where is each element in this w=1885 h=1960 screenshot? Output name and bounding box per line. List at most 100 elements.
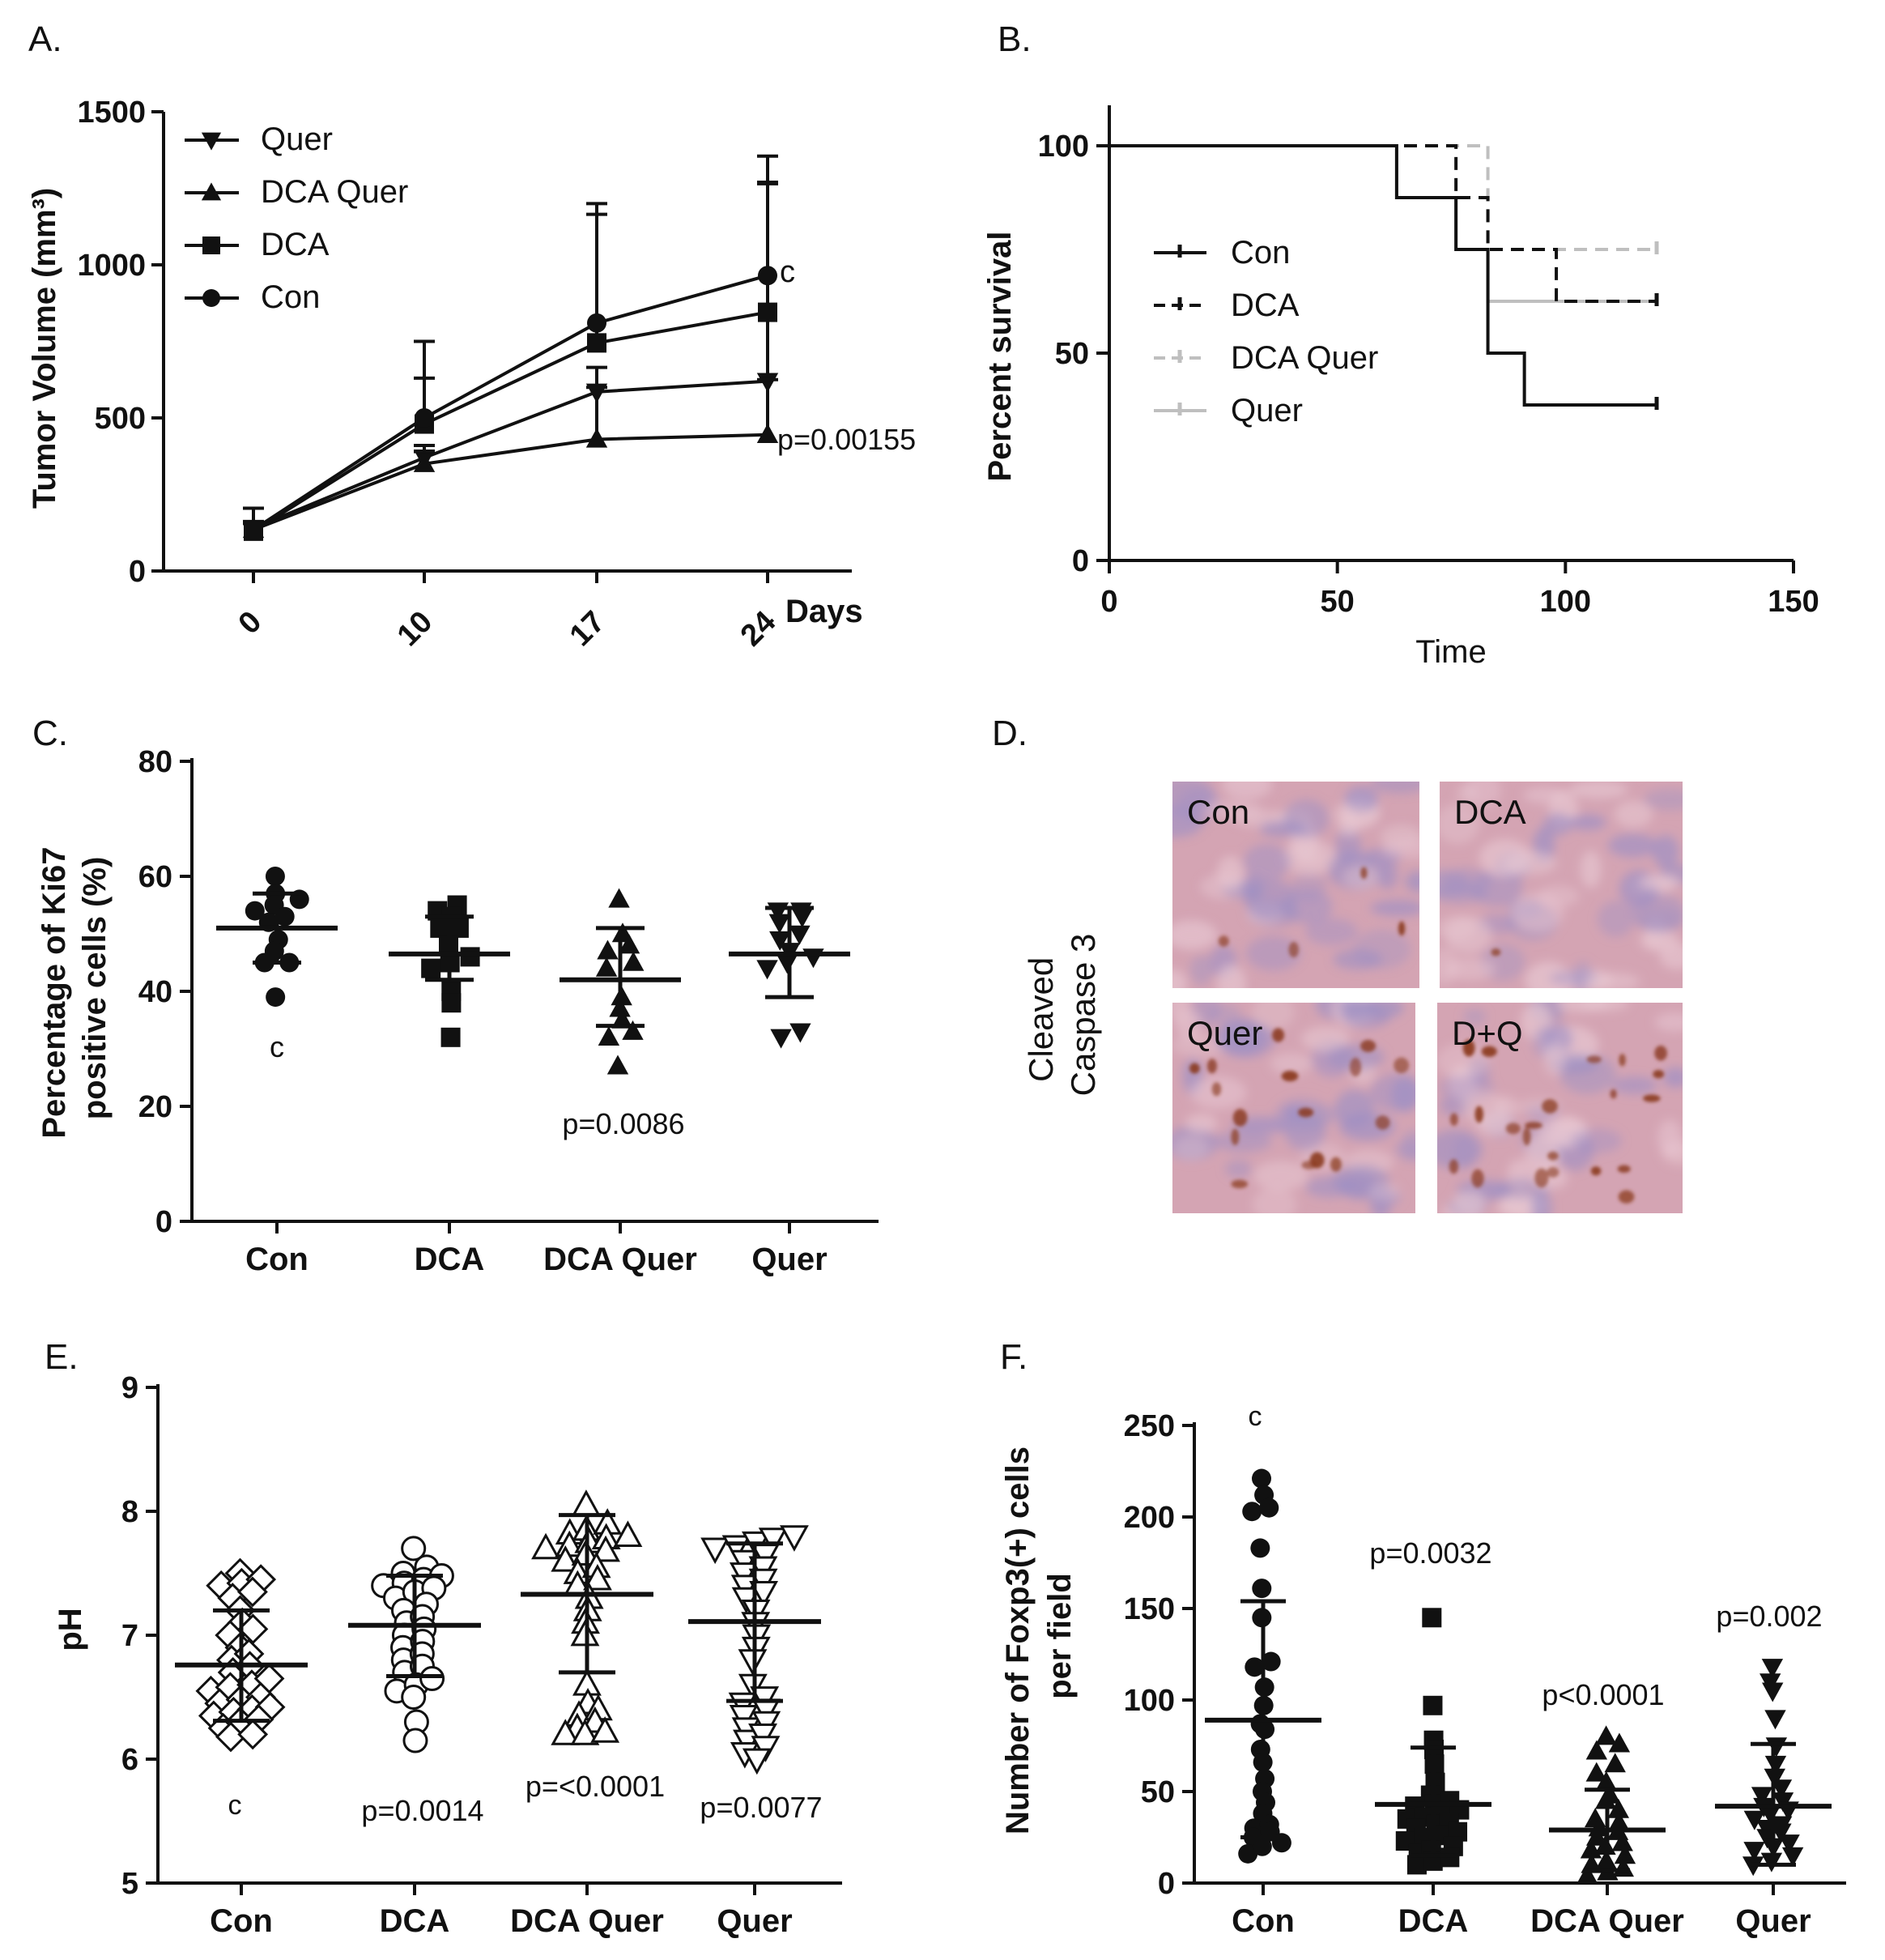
- chart-f-point-dca-quer: [1604, 1753, 1626, 1773]
- chart-a-ylabel: Tumor Volume (mm³): [27, 188, 62, 509]
- chart-c-point-dca-quer: [606, 1055, 629, 1075]
- chart-e-ytick-label: 7: [121, 1619, 138, 1653]
- chart-c-xtick-label: Quer: [751, 1242, 827, 1277]
- micrograph-stain: [1491, 948, 1501, 957]
- micrograph-stain-spot: [1231, 1179, 1249, 1189]
- micrograph-cell: [1215, 1018, 1266, 1057]
- chart-f-point-dca-quer: [1608, 1811, 1630, 1831]
- chart-a-legend-marker-quer: [201, 132, 222, 151]
- chart-c-annotation-c: c: [270, 1030, 284, 1063]
- chart-c-point-dca-quer: [618, 934, 640, 954]
- micrograph-stain-spot: [1375, 1115, 1390, 1130]
- chart-a-annotation-p: p=0.00155: [777, 423, 916, 456]
- chart-b-legend-con: Con: [1231, 235, 1290, 271]
- chart-f-point-dca-quer: [1595, 1770, 1617, 1791]
- micrograph-stain-spot: [1232, 1109, 1248, 1127]
- chart-c-point-dca: [440, 1027, 461, 1047]
- chart-f-point-con: [1252, 1836, 1272, 1856]
- chart-b-ylabel: Percent survival: [982, 231, 1018, 481]
- chart-f-ytick-label: 100: [1124, 1684, 1175, 1718]
- micrograph-stain-spot: [1211, 1082, 1222, 1097]
- chart-c-point-dca: [460, 947, 480, 967]
- chart-a-legend-con: Con: [261, 279, 320, 315]
- micrograph-stain-spot: [1272, 1028, 1285, 1042]
- micrograph-label-dca: DCA: [1454, 793, 1526, 831]
- chart-f-point-con: [1261, 1651, 1281, 1672]
- micrograph-stain-spot: [1654, 1045, 1667, 1061]
- micrograph-cell: [1444, 958, 1496, 981]
- chart-b-xlabel: Time: [1415, 634, 1486, 670]
- chart-c-point-quer: [768, 914, 791, 934]
- chart-c-point-con: [265, 867, 285, 886]
- micrograph-stain-spot: [1653, 1069, 1665, 1079]
- chart-f-point-quer: [1759, 1804, 1781, 1825]
- micrograph-stain-spot: [1206, 1059, 1217, 1074]
- chart-a-xtick-label: 24: [734, 605, 783, 654]
- chart-a-legend-quer: Quer: [261, 121, 333, 157]
- micrograph-cell: [1405, 871, 1419, 893]
- chart-c-ki67: Percentage of Ki67 positive cells (%) 0 2…: [36, 745, 879, 1277]
- micrograph-cell: [1496, 1195, 1539, 1213]
- panel-label-f: F.: [1000, 1337, 1028, 1377]
- chart-c-point-dca-quer: [598, 1026, 620, 1046]
- micrograph-stain: [1189, 1028, 1410, 1189]
- chart-f-point-dca-quer: [1611, 1831, 1633, 1851]
- chart-f-ytick-label: 0: [1158, 1867, 1175, 1901]
- chart-e-point-dca-quer: [583, 1563, 612, 1591]
- micrograph-stain-spot: [1590, 1166, 1602, 1176]
- micrograph-cell: [1584, 973, 1640, 988]
- micrograph-cell: [1437, 1043, 1490, 1080]
- micrograph-cell: [1370, 782, 1419, 794]
- chart-e-annotation-p-dcaquer: p=<0.0001: [526, 1770, 665, 1803]
- chart-f-foxp3: Number of Foxp3(+) cells per field 0 50 10…: [1000, 1401, 1846, 1939]
- chart-f-point-quer: [1770, 1779, 1793, 1800]
- micrograph-texture: [1172, 1003, 1415, 1213]
- chart-b-xtick-label: 100: [1540, 585, 1591, 619]
- chart-f-annotation-c: c: [1249, 1401, 1262, 1432]
- chart-f-annotation-p-dcaquer: p<0.0001: [1542, 1678, 1664, 1711]
- micrograph-cell: [1614, 800, 1653, 828]
- micrograph-cell: [1342, 866, 1379, 889]
- chart-f-point-dca-quer: [1608, 1732, 1631, 1753]
- chart-b-curve-con: [1109, 144, 1657, 407]
- chart-e-xtick-label: DCA: [380, 1903, 450, 1939]
- chart-a-line-con: [252, 274, 768, 531]
- chart-c-point-dca-quer: [622, 1020, 644, 1040]
- chart-f-ytick-label: 200: [1124, 1501, 1175, 1535]
- chart-c-point-dca-quer: [608, 888, 630, 908]
- micrograph-cell: [1531, 1190, 1552, 1213]
- chart-a-xtick-label: 10: [391, 605, 440, 654]
- chart-b-legend-quer: Quer: [1231, 393, 1303, 428]
- micrograph-stain-spot: [1281, 1071, 1299, 1082]
- chart-c-annotation-p: p=0.0086: [562, 1107, 684, 1140]
- chart-a-xlabel: Days: [785, 594, 863, 629]
- micrograph-stain-spot: [1619, 1053, 1626, 1067]
- micrograph-side-label-line2: Caspase 3: [1064, 934, 1102, 1097]
- chart-c-point-dca-quer: [597, 940, 619, 960]
- chart-c-ytick-label: 20: [138, 1090, 172, 1124]
- micrograph-cell: [1569, 782, 1628, 799]
- chart-e-point-dca-quer: [570, 1719, 600, 1745]
- chart-a-line-quer: [253, 379, 768, 530]
- chart-f-point-con: [1259, 1498, 1279, 1518]
- chart-b-curve-dca-quer: [1109, 144, 1657, 251]
- chart-c-point-con: [274, 906, 295, 927]
- micrograph-cell: [1368, 1182, 1401, 1202]
- chart-e-ytick-label: 8: [121, 1495, 138, 1529]
- micrograph-cell: [1270, 1052, 1313, 1075]
- chart-c-xtick-label: DCA: [415, 1242, 485, 1277]
- chart-f-annotation-p-dca: p=0.0032: [1369, 1536, 1491, 1570]
- chart-a-xtick-label: 17: [564, 605, 612, 654]
- chart-a-annotation-c: c: [780, 255, 795, 289]
- chart-c-point-quer: [756, 960, 778, 980]
- micrograph-stain-spot: [1617, 1165, 1631, 1174]
- chart-e-point-dca: [401, 1536, 427, 1562]
- micrograph-tile-quer: Quer: [1172, 1003, 1415, 1213]
- chart-e-ph: pH 5 6 7 8 9 Con DCA DCA Quer Quer c p=0.0014 p=…: [53, 1371, 842, 1939]
- chart-a-ytick-label: 1500: [77, 96, 146, 130]
- chart-f-point-dca-quer: [1607, 1798, 1630, 1818]
- micrograph-stain-spot: [1534, 1168, 1549, 1188]
- micrograph-stain-spot: [1474, 1106, 1483, 1123]
- chart-f-point-con: [1252, 1579, 1272, 1599]
- chart-f-point-dca-quer: [1614, 1844, 1636, 1864]
